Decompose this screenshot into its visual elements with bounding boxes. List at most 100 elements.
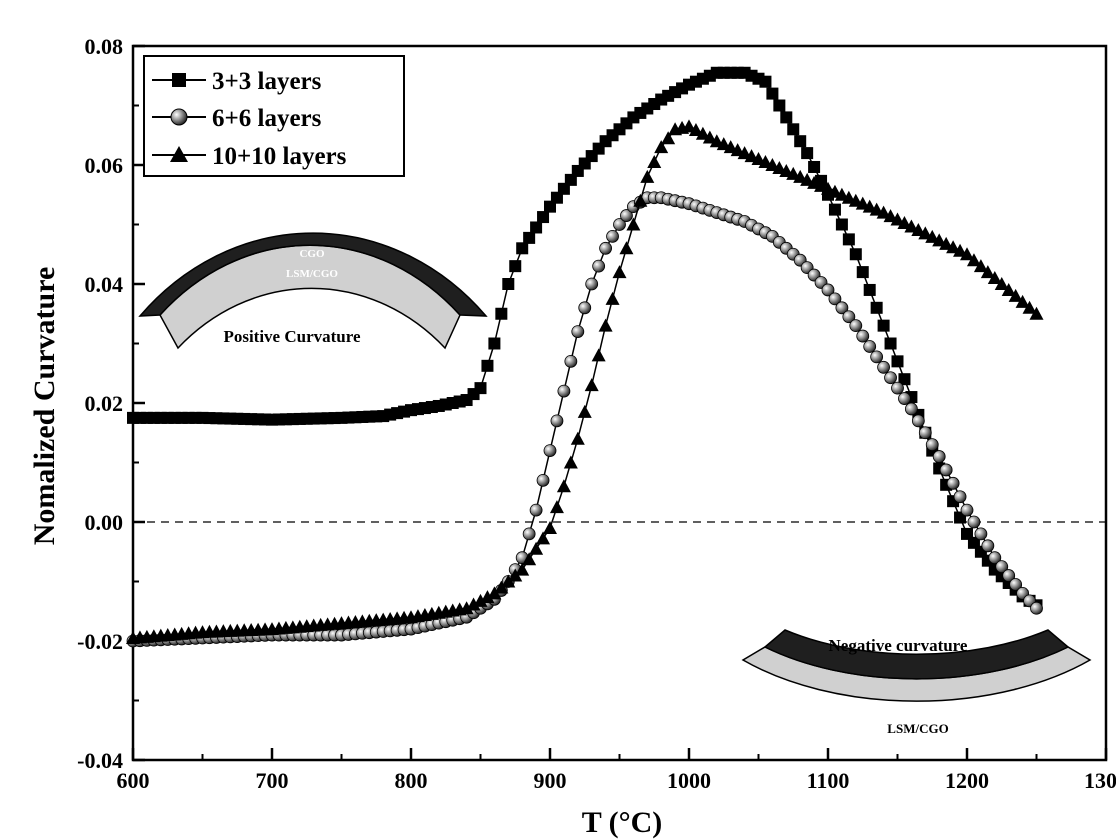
data-point-sphere bbox=[592, 259, 606, 273]
legend-marker-sphere bbox=[170, 108, 188, 126]
data-point-triangle bbox=[466, 597, 481, 611]
data-series bbox=[126, 66, 1044, 648]
data-point-triangle bbox=[543, 520, 557, 534]
data-point-sphere bbox=[863, 340, 877, 353]
x-tick-label: 800 bbox=[395, 768, 428, 793]
negative-outer-layer-label: CGO bbox=[903, 700, 933, 715]
x-axis-title: T (°C) bbox=[582, 806, 663, 839]
data-point-sphere bbox=[925, 438, 939, 452]
data-point-triangle bbox=[682, 119, 696, 133]
data-point-sphere bbox=[620, 209, 633, 222]
data-point-triangle bbox=[925, 229, 940, 243]
data-point-sphere bbox=[911, 414, 925, 428]
data-point-triangle bbox=[1022, 300, 1037, 314]
data-point-triangle bbox=[487, 586, 502, 600]
data-point-sphere bbox=[557, 384, 571, 398]
data-point-triangle bbox=[480, 590, 495, 604]
data-point-square bbox=[488, 337, 501, 350]
legend-entry-3-3: 3+3 layers bbox=[152, 68, 322, 95]
data-point-triangle bbox=[591, 348, 606, 362]
negative-curvature-inset: Negative curvature CGO LSM/CGO bbox=[741, 629, 1092, 736]
data-point-sphere bbox=[939, 463, 953, 477]
data-point-sphere bbox=[918, 426, 932, 440]
data-point-triangle bbox=[508, 568, 523, 582]
y-axis-title: Nomalized Curvature bbox=[28, 267, 61, 546]
data-point-sphere bbox=[571, 325, 585, 339]
data-point-triangle bbox=[953, 243, 968, 257]
data-point-triangle bbox=[897, 216, 912, 230]
positive-inner-layer-label: LSM/CGO bbox=[286, 268, 338, 280]
data-point-sphere bbox=[877, 360, 890, 374]
data-point-triangle bbox=[522, 552, 537, 566]
data-point-square bbox=[849, 248, 862, 261]
data-point-sphere bbox=[856, 329, 870, 343]
legend-label-3-3: 3+3 layers bbox=[212, 68, 322, 95]
data-point-triangle bbox=[473, 593, 488, 607]
legend-label-10-10: 10+10 layers bbox=[212, 143, 347, 170]
data-point-square bbox=[870, 301, 883, 314]
data-point-sphere bbox=[585, 277, 599, 291]
data-point-sphere bbox=[884, 371, 897, 385]
data-point-square bbox=[495, 307, 508, 320]
data-point-square bbox=[523, 231, 536, 244]
data-point-triangle bbox=[647, 155, 662, 169]
data-point-triangle bbox=[960, 247, 974, 261]
data-point-square bbox=[842, 233, 855, 246]
data-point-triangle bbox=[918, 226, 933, 240]
data-point-triangle bbox=[1008, 288, 1023, 302]
data-point-sphere bbox=[932, 450, 946, 463]
data-point-triangle bbox=[939, 236, 954, 250]
data-point-square bbox=[530, 221, 543, 234]
data-point-square bbox=[808, 160, 821, 173]
data-point-square bbox=[835, 218, 848, 231]
data-point-square bbox=[877, 319, 890, 332]
data-point-sphere bbox=[606, 229, 619, 243]
data-point-square bbox=[509, 260, 522, 273]
data-point-triangle bbox=[890, 212, 905, 226]
data-point-triangle bbox=[883, 209, 898, 223]
data-point-square bbox=[773, 99, 786, 112]
legend: 3+3 layers 6+6 layers 10+10 layers bbox=[143, 55, 405, 177]
data-point-square bbox=[502, 278, 515, 290]
data-point-triangle bbox=[1001, 282, 1016, 296]
data-point-square bbox=[828, 203, 841, 216]
data-point-triangle bbox=[640, 169, 655, 183]
x-tick-label: 900 bbox=[534, 768, 567, 793]
data-point-square bbox=[856, 266, 869, 279]
x-tick-label: 1300 bbox=[1084, 768, 1116, 793]
data-point-triangle bbox=[695, 126, 710, 140]
data-point-triangle bbox=[911, 222, 926, 236]
data-point-sphere bbox=[1009, 578, 1023, 591]
data-point-sphere bbox=[960, 503, 974, 517]
x-tick-label: 1100 bbox=[807, 768, 850, 793]
data-point-sphere bbox=[578, 301, 592, 315]
data-point-triangle bbox=[994, 277, 1009, 290]
positive-outer-layer bbox=[138, 232, 488, 317]
data-point-triangle bbox=[980, 265, 995, 279]
data-point-triangle bbox=[529, 541, 544, 555]
data-point-triangle bbox=[688, 123, 703, 137]
data-point-sphere bbox=[821, 283, 835, 297]
data-point-triangle bbox=[1029, 306, 1044, 320]
data-point-square bbox=[891, 355, 904, 368]
data-point-triangle bbox=[619, 241, 634, 255]
data-point-square bbox=[474, 382, 487, 395]
data-point-sphere bbox=[981, 539, 995, 553]
data-point-sphere bbox=[974, 527, 988, 541]
data-point-square bbox=[787, 123, 800, 136]
data-point-triangle bbox=[459, 601, 474, 615]
data-point-sphere bbox=[995, 560, 1009, 574]
data-point-sphere bbox=[953, 490, 967, 504]
data-point-triangle bbox=[577, 404, 592, 418]
data-point-square bbox=[537, 211, 550, 224]
data-point-sphere bbox=[946, 476, 960, 490]
legend-label-6-6: 6+6 layers bbox=[212, 105, 322, 132]
positive-caption: Positive Curvature bbox=[223, 327, 361, 346]
series-10-10-layers bbox=[126, 119, 1044, 645]
legend-entry-10-10: 10+10 layers bbox=[152, 143, 347, 170]
negative-inner-layer-label: LSM/CGO bbox=[887, 721, 948, 736]
data-point-triangle bbox=[932, 233, 947, 247]
data-point-square bbox=[794, 135, 807, 148]
data-point-sphere bbox=[905, 402, 918, 416]
data-point-triangle bbox=[973, 259, 988, 273]
